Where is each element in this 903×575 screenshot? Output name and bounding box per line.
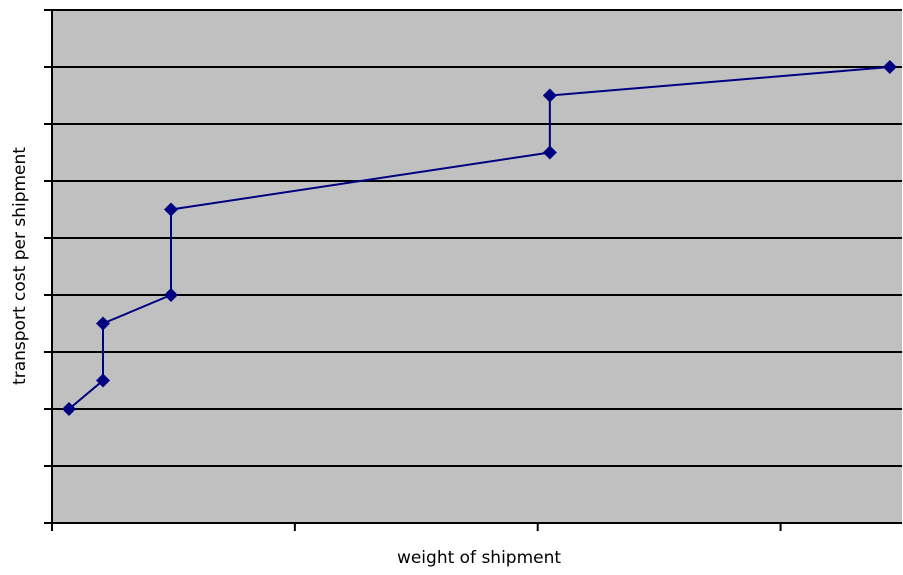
data-point	[542, 145, 557, 160]
series-layer	[62, 60, 897, 416]
data-point	[164, 288, 178, 302]
data-point	[882, 60, 897, 74]
data-point	[164, 202, 178, 217]
data-point	[62, 402, 76, 416]
data-point	[96, 316, 110, 331]
plot-area	[52, 10, 902, 523]
data-point	[96, 373, 110, 388]
y-axis-title: transport cost per shipment	[10, 147, 30, 385]
gridlines	[52, 9, 902, 467]
x-axis-title: weight of shipment	[397, 548, 561, 568]
series-line	[68, 66, 890, 410]
data-point	[542, 88, 557, 103]
axes	[44, 9, 902, 531]
